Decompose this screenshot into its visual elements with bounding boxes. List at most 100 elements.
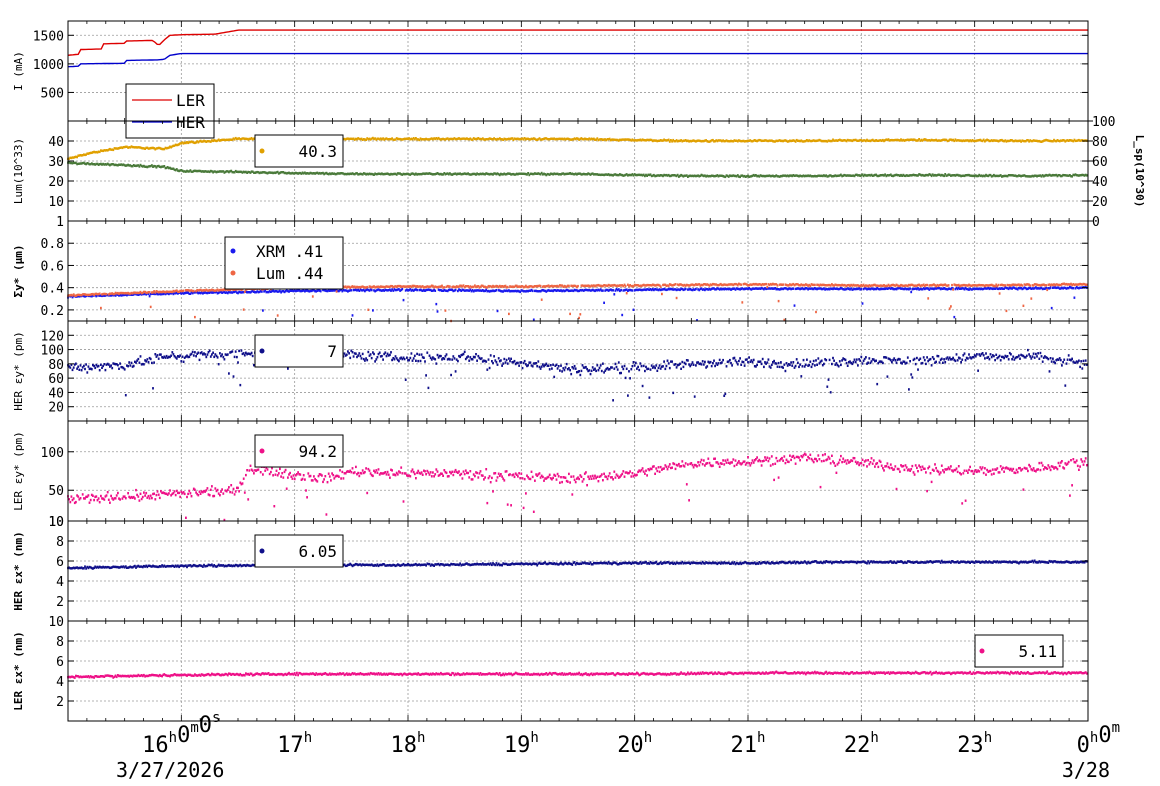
data-point [228, 372, 230, 374]
data-point [910, 373, 912, 375]
data-point [944, 361, 946, 363]
data-point [237, 361, 239, 363]
data-point [1018, 354, 1020, 356]
data-point [362, 353, 364, 355]
data-point [935, 361, 937, 363]
data-point [262, 309, 264, 311]
data-point [450, 374, 452, 376]
data-point [761, 363, 763, 365]
data-point [778, 362, 780, 364]
data-point [771, 364, 773, 366]
data-point [967, 357, 969, 359]
data-point [1035, 353, 1037, 355]
data-point [712, 362, 714, 364]
data-point [663, 360, 665, 362]
data-point [624, 365, 626, 367]
data-point [711, 365, 713, 367]
data-point [599, 367, 601, 369]
data-point [406, 357, 408, 359]
data-point [409, 357, 411, 359]
data-point [1083, 360, 1085, 362]
data-point [485, 360, 487, 362]
data-point [566, 363, 568, 365]
data-point [194, 351, 196, 353]
data-point [598, 369, 600, 371]
data-point [600, 364, 602, 366]
data-point [859, 360, 861, 362]
data-point [629, 377, 631, 379]
data-point [472, 358, 474, 360]
data-point [990, 353, 992, 355]
data-point [796, 358, 798, 360]
data-point [73, 366, 75, 368]
data-point [287, 367, 289, 369]
data-point [416, 353, 418, 355]
data-point [412, 360, 414, 362]
data-point [207, 353, 209, 355]
data-point [1019, 358, 1021, 360]
data-point [989, 358, 991, 360]
data-point [548, 365, 550, 367]
data-point [474, 356, 476, 358]
data-point [518, 365, 520, 367]
data-point [1085, 359, 1087, 361]
data-point [658, 367, 660, 369]
data-point [601, 370, 603, 372]
data-point [556, 364, 558, 366]
data-point [475, 353, 477, 355]
data-point [413, 357, 415, 359]
data-point [119, 362, 121, 364]
data-point [999, 292, 1001, 294]
data-point [922, 362, 924, 364]
data-point [621, 314, 623, 316]
series-luminosity-1 [67, 161, 1088, 178]
legend-entry: XRM .41 [256, 242, 323, 261]
data-point [183, 361, 185, 363]
data-point [125, 394, 127, 396]
data-point [124, 368, 126, 370]
data-point [160, 353, 162, 355]
data-point [1067, 359, 1069, 361]
data-point [703, 363, 705, 365]
data-point [730, 362, 732, 364]
data-point [1012, 356, 1014, 358]
ytick-label: 1 [56, 215, 64, 230]
data-point [779, 366, 781, 368]
data-point [238, 350, 240, 352]
data-point [505, 361, 507, 363]
data-point [661, 293, 663, 295]
data-point [823, 363, 825, 365]
data-point [559, 369, 561, 371]
data-point [926, 284, 928, 286]
data-point [894, 359, 896, 361]
data-point [1062, 361, 1064, 363]
data-point [420, 360, 422, 362]
data-point [701, 363, 703, 365]
data-point [1051, 307, 1053, 309]
ytick-label: 120 [41, 329, 64, 344]
data-point [602, 289, 604, 291]
data-point [352, 351, 354, 353]
data-point [839, 360, 841, 362]
data-point [805, 364, 807, 366]
data-point [896, 362, 898, 364]
data-point [662, 365, 664, 367]
data-point [816, 364, 818, 366]
data-point [496, 361, 498, 363]
data-point [847, 365, 849, 367]
data-point [617, 368, 619, 370]
data-point [891, 361, 893, 363]
data-point [195, 355, 197, 357]
data-point [1060, 359, 1062, 361]
data-point [983, 354, 985, 356]
data-point [908, 388, 910, 390]
data-point [833, 360, 835, 362]
data-point [221, 353, 223, 355]
data-point [612, 399, 614, 401]
data-point [486, 369, 488, 371]
data-point [765, 283, 767, 285]
data-point [277, 314, 279, 316]
data-point [782, 367, 784, 369]
data-point [647, 368, 649, 370]
